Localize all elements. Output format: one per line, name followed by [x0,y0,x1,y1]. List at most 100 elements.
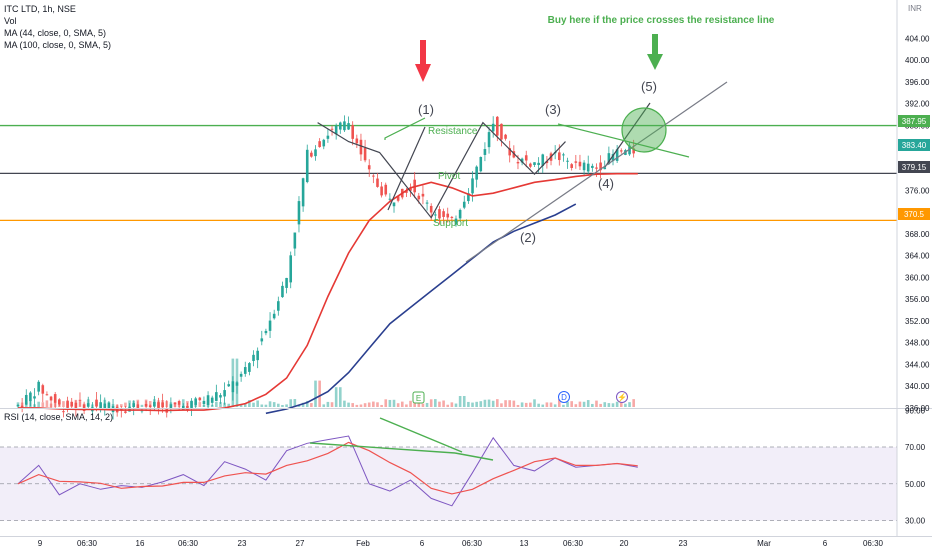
candle-body [619,150,623,152]
time-tick-label: 6 [823,539,828,548]
volume-bar [334,387,338,407]
price-tick-label: 392.00 [905,100,930,109]
volume-bar [479,401,483,407]
volume-bar [198,402,202,407]
volume-bar [500,403,503,407]
volume-bar [425,402,429,407]
candle-body [248,363,251,372]
buy-note: Buy here if the price crosses the resist… [548,15,775,26]
candle-body [231,381,235,393]
candle-body [347,123,350,130]
volume-bar [310,403,313,407]
candle-body [582,162,586,171]
candle-body [272,313,276,319]
horizontal-levels[interactable] [0,124,897,222]
volume-bar [413,400,416,407]
event-d-text: D [561,393,567,402]
volume-bar [289,399,293,407]
volume-bar [512,400,516,407]
candle-body [305,149,309,183]
wave-label-1: (1) [418,102,434,117]
volume-bar [405,404,408,407]
candle-body [86,403,90,407]
rsi-tick-label: 50.00 [905,480,926,489]
volume-bar [595,400,598,407]
candle-body [425,202,429,204]
candle-body [41,385,45,394]
rsi-tick-label: 30.00 [905,517,926,526]
split-event-marker[interactable]: ⚡ [616,391,628,403]
candle-body [58,399,61,405]
candle-body [363,147,367,161]
volume-bar [338,387,342,407]
candle-body [384,184,388,195]
price-candles[interactable] [16,115,635,420]
candle-body [161,402,164,408]
rsi-tick-label: 70.00 [905,443,926,452]
volume-bar [305,400,309,407]
candle-body [210,397,214,403]
candle-body [301,178,305,207]
volume-bar [281,404,284,407]
candle-body [215,392,218,401]
volume-bar [541,404,545,407]
volume-bar [37,401,40,407]
candle-body [603,167,607,170]
resistance-price-tag: 387.95 [898,115,930,127]
candle-body [533,162,536,165]
candle-body [434,214,437,216]
dividend-event-marker[interactable]: D [558,391,570,403]
time-tick-label: 06:30 [178,539,199,548]
volume-bar [347,402,350,407]
candle-body [396,196,400,201]
ma44-legend[interactable]: MA (44, close, 0, SMA, 5) [4,28,107,38]
volume-bar [591,403,594,407]
green-down-arrow-icon [647,34,663,70]
volume-bar [533,399,536,407]
candle-body [95,399,98,407]
candle-body [243,367,247,374]
candle-body [33,396,36,399]
candle-body [586,163,590,172]
candle-body [574,161,578,163]
candle-body [520,158,524,163]
candle-body [359,139,363,155]
candle-body [53,394,57,403]
earnings-event-marker[interactable]: E [412,391,425,404]
pivot-label: Pivot [438,171,460,182]
candle-body [591,165,594,168]
rsi-legend[interactable]: RSI (14, close, SMA, 14, 2) [4,412,114,422]
volume-bar [607,403,611,407]
volume-bar [256,400,259,407]
candle-body [450,216,454,218]
volume-bar [388,399,392,407]
ma100-legend[interactable]: MA (100, close, 0, SMA, 5) [4,40,112,50]
candle-body [252,354,255,361]
volume-legend[interactable]: Vol [4,16,17,26]
volume-bar [508,400,512,407]
volume-bar [628,402,631,407]
candle-body [483,149,487,155]
last-price-tag: 383.40 [898,139,930,151]
support-price-tag: 370.5 [898,208,930,220]
wave-zigzag [317,121,566,219]
time-tick-label: 06:30 [563,539,584,548]
volume-bar [45,400,49,407]
ma100-line [265,203,577,415]
candle-body [421,193,425,197]
time-tick-label: Feb [356,539,370,548]
candle-body [417,195,421,200]
symbol-legend[interactable]: ITC LTD, 1h, NSE [4,4,76,14]
candle-body [566,160,569,162]
volume-bar [322,404,326,407]
candle-body [491,123,495,132]
candle-body [264,330,268,334]
candle-body [607,153,611,165]
candle-body [20,405,24,408]
price-tick-label: 376.00 [905,187,930,196]
trend-drawings[interactable] [317,34,728,263]
support-label: Support [433,218,468,229]
rsi-band [0,446,897,521]
candle-body [223,390,226,397]
